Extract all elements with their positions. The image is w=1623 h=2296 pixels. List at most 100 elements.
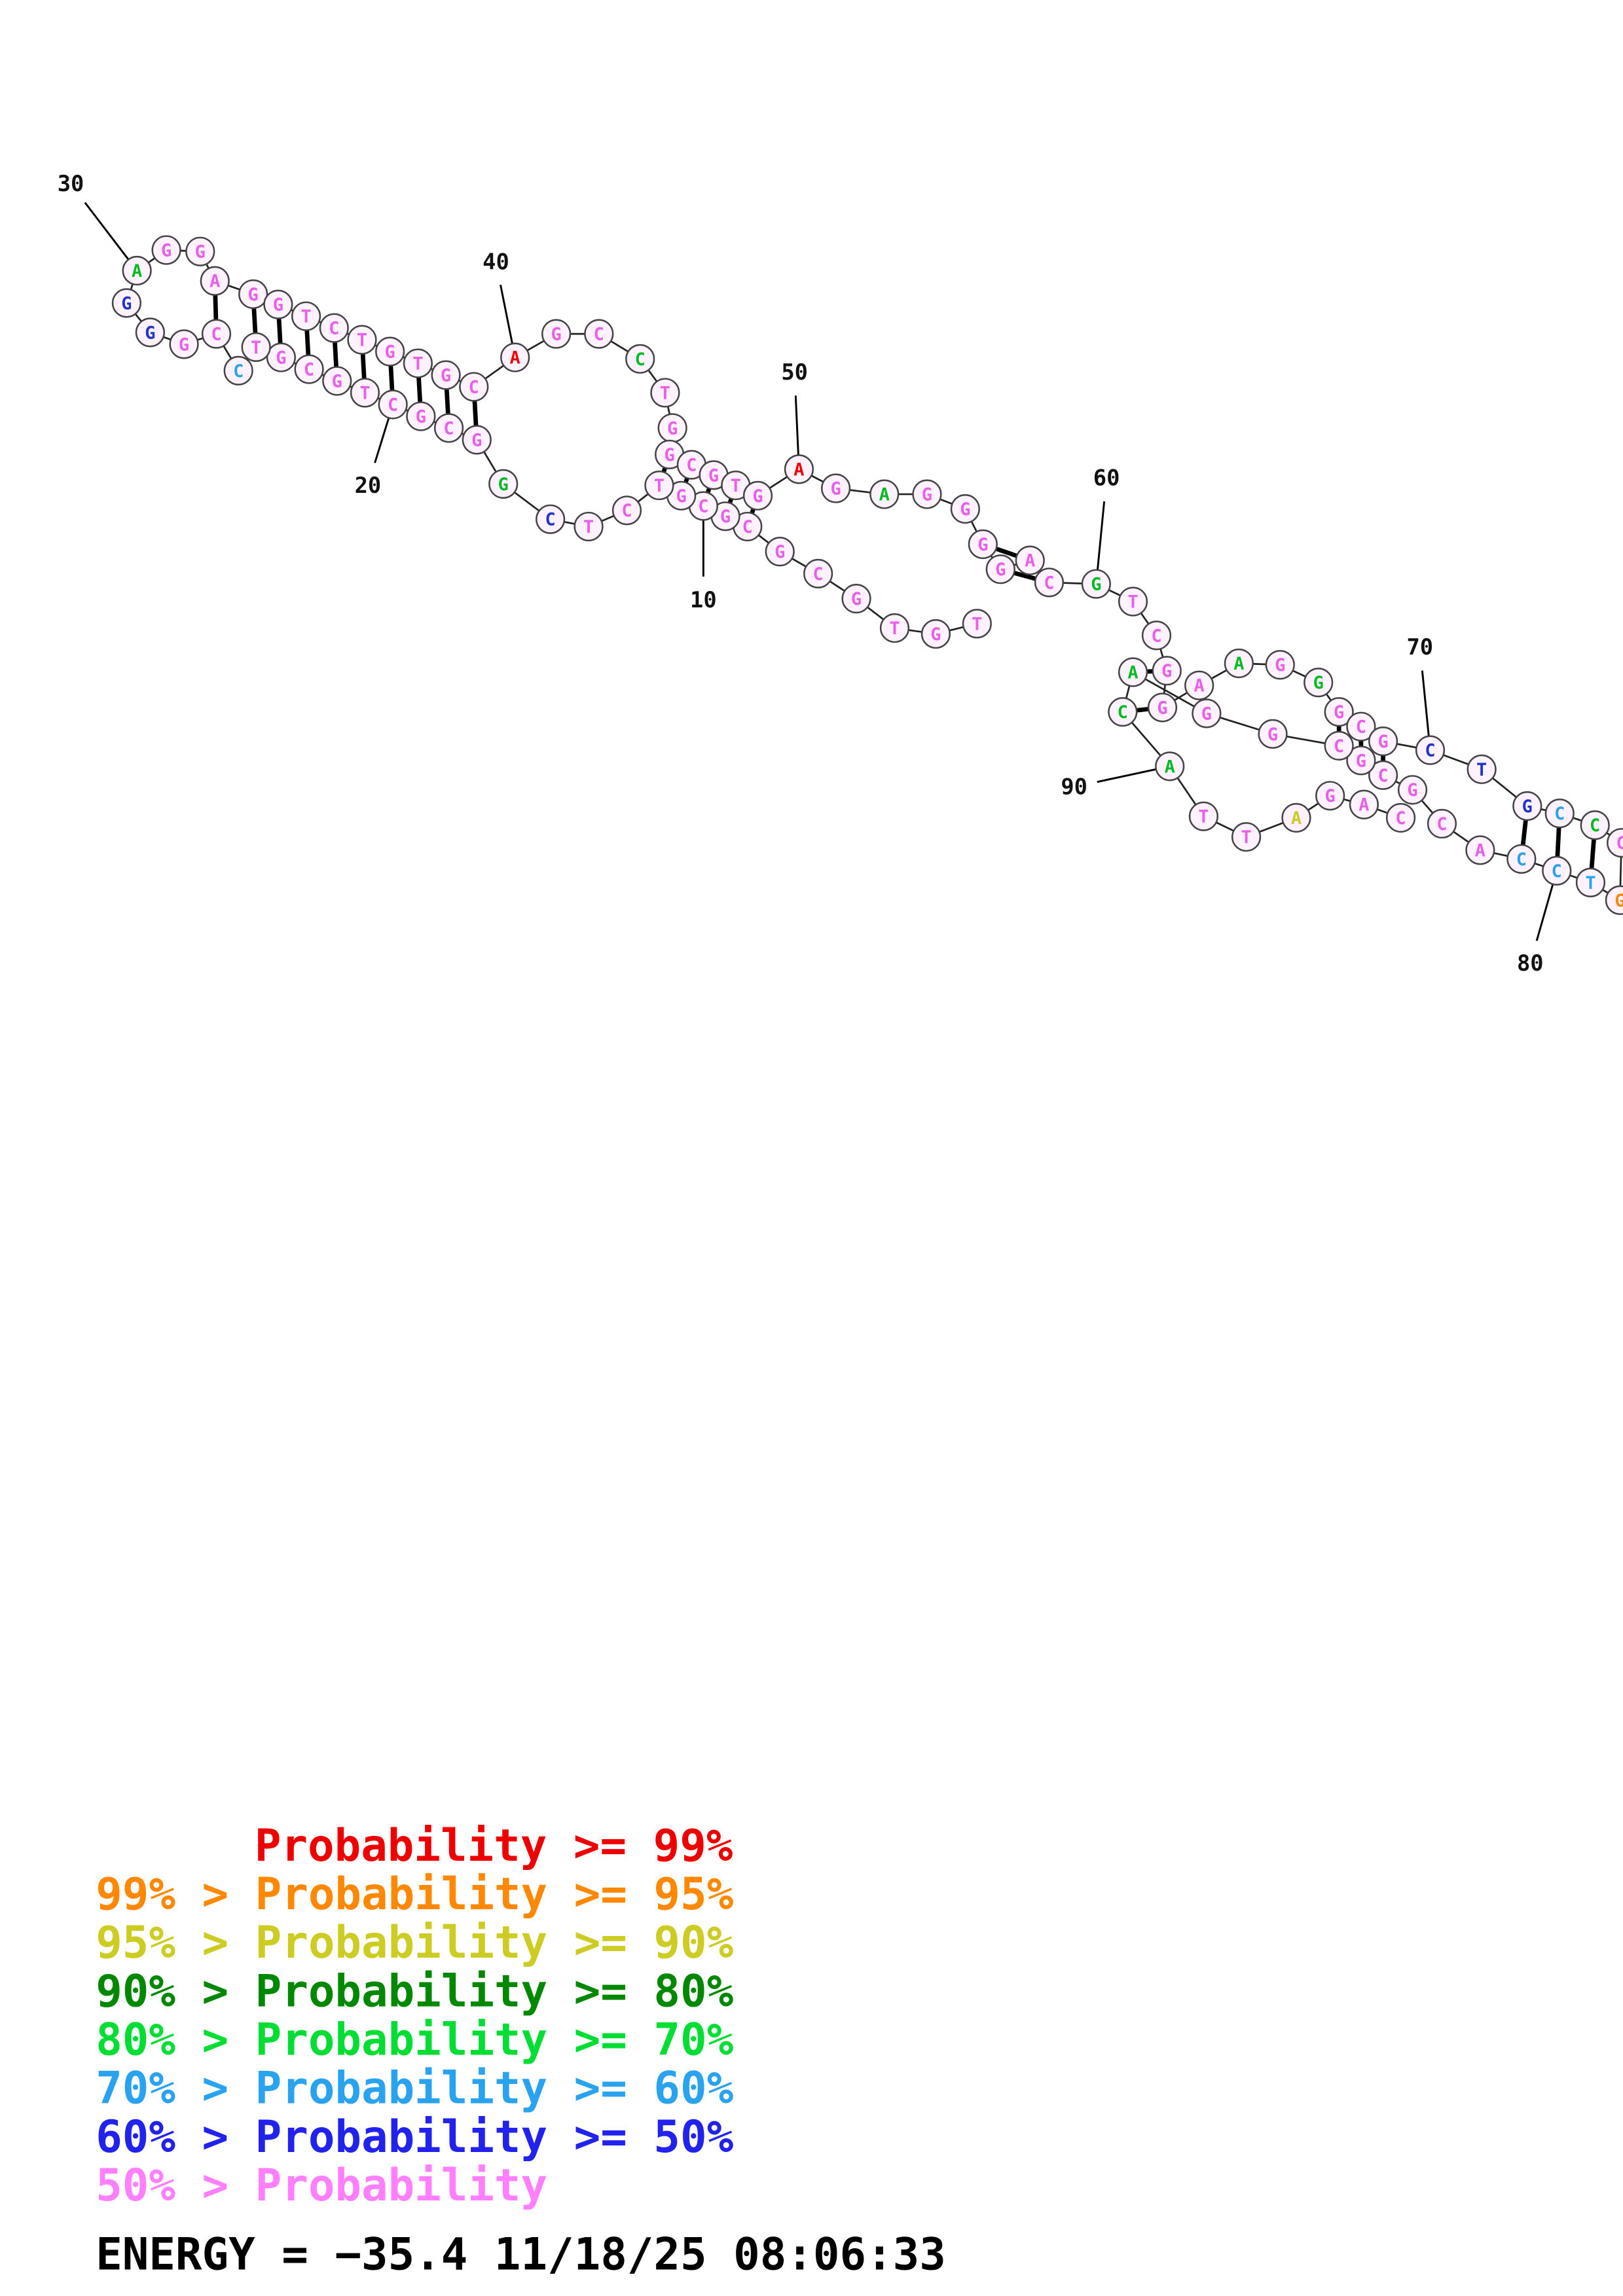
nucleotide-circle: [841, 584, 871, 614]
nucleotide-circle: [1224, 648, 1254, 679]
nucleotide-circle: [151, 235, 181, 265]
nucleotide-letter: A: [793, 459, 804, 480]
nucleotide-circle: [462, 425, 492, 455]
nucleotide-circle: [1427, 808, 1457, 839]
nucleotide-letter: T: [1127, 592, 1138, 613]
nucleotide-letter: G: [930, 624, 941, 645]
nucleotide-circle: [1015, 545, 1045, 575]
nucleotide-letter: G: [441, 365, 451, 386]
nucleotide-letter: T: [660, 383, 670, 403]
nucleotide-circle: [784, 454, 814, 484]
nucleotide-letter: C: [233, 361, 244, 382]
nucleotide-letter: C: [1590, 816, 1600, 836]
nucleotide-circle: [1188, 801, 1218, 831]
energy-line: ENERGY = −35.4 11/18/25 08:06:33: [96, 2229, 946, 2280]
nucleotide-circle: [403, 348, 433, 378]
nucleotide-letter: C: [594, 325, 604, 345]
nucleotide-letter: C: [545, 510, 555, 530]
nucleotide-circle: [169, 329, 199, 359]
nucleotide-circle: [350, 378, 380, 408]
nucleotide-letter: C: [469, 377, 479, 397]
nucleotide-letter: G: [1275, 655, 1285, 675]
nucleotide-circle: [322, 366, 352, 396]
nucleotide-circle: [985, 554, 1015, 584]
nucleotide-letter: G: [676, 486, 686, 507]
nucleotide-circle: [541, 319, 572, 349]
nucleotide-circle: [921, 619, 951, 649]
position-label: 40: [483, 249, 509, 274]
nucleotide-letter: G: [145, 323, 155, 343]
nucleotide-letter: T: [654, 476, 665, 496]
nucleotide-letter: C: [1334, 736, 1344, 757]
nucleotide-circle: [765, 537, 795, 567]
nucleotide-letter: T: [1198, 807, 1209, 827]
nucleotide-letter: A: [1233, 654, 1244, 674]
nucleotide-circle: [1324, 730, 1354, 761]
nucleotide-letter: T: [583, 517, 594, 537]
nucleotide-letter: A: [1359, 795, 1369, 816]
nucleotide-circle: [1258, 719, 1288, 749]
nucleotide-letter: A: [510, 348, 520, 368]
nucleotide-circle: [1349, 789, 1379, 819]
nucleotide-letter: A: [1291, 808, 1302, 829]
nucleotide-circle: [611, 495, 642, 526]
nucleotide-circle: [1346, 745, 1376, 776]
nucleotide-letter: C: [742, 517, 753, 537]
nucleotide-letter: A: [1194, 676, 1205, 696]
nucleotide-letter: T: [301, 307, 311, 327]
nucleotide-letter: T: [889, 619, 900, 639]
nucleotide-circle: [1542, 855, 1572, 886]
legend-row-80: 90% > Probability >= 80%: [96, 1965, 733, 2017]
nucleotide-circle: [574, 511, 604, 542]
nucleotide-letter: A: [1025, 551, 1035, 571]
nucleotide-letter: C: [1554, 804, 1565, 824]
nucleotide-letter: T: [1585, 873, 1596, 893]
nucleotide-letter: C: [1151, 626, 1161, 646]
nucleotide-circle: [1108, 697, 1138, 727]
nucleotide-letter: A: [879, 485, 890, 505]
nucleotide-letter: G: [1334, 702, 1344, 723]
nucleotide-circle: [375, 336, 405, 367]
nucleotide-circle: [1152, 656, 1182, 686]
nucleotide-letter: C: [1118, 702, 1128, 723]
nucleotide-letter: T: [412, 354, 423, 374]
nucleotide-circle: [1506, 844, 1537, 874]
nucleotide-letter: G: [667, 418, 678, 439]
nucleotide-letter: C: [621, 501, 632, 521]
nucleotide-circle: [1346, 711, 1376, 742]
nucleotide-circle: [1385, 802, 1416, 833]
nucleotide-letter: G: [276, 348, 286, 368]
nucleotide-circle: [1281, 802, 1311, 833]
nucleotide-circle: [223, 355, 253, 386]
nucleotide-letter: C: [1044, 573, 1054, 593]
nucleotide-circle: [820, 473, 851, 503]
nucleotide-letter: C: [686, 456, 697, 476]
nucleotide-circle: [1368, 760, 1398, 790]
legend-row-99: Probability >= 99%: [255, 1820, 733, 1871]
nucleotide-circle: [1081, 569, 1111, 599]
position-label: 60: [1093, 465, 1120, 491]
nucleotide-circle: [1231, 822, 1262, 852]
nucleotide-circle: [1544, 798, 1575, 829]
legend-row-90: 95% > Probability >= 90%: [96, 1916, 733, 1968]
nucleotide-circle: [185, 236, 215, 266]
nucleotide-circle: [1184, 670, 1214, 700]
nucleotide-letter: T: [731, 476, 741, 496]
nucleotide-letter: C: [1425, 741, 1435, 761]
nucleotide-letter: T: [1241, 827, 1251, 848]
nucleotide-circle: [536, 504, 566, 534]
nucleotide-circle: [433, 413, 464, 443]
nucleotide-letter: G: [1522, 797, 1533, 817]
nucleotide-letter: G: [161, 240, 172, 260]
legend-row-70: 80% > Probability >= 70%: [96, 2013, 733, 2065]
nucleotide-circle: [584, 319, 614, 349]
nucleotide-circle: [950, 493, 980, 524]
nucleotide-circle: [1512, 791, 1542, 821]
nucleotide-letter: G: [1407, 780, 1417, 800]
nucleotide-circle: [1304, 668, 1334, 698]
nucleotide-letter: G: [248, 285, 259, 305]
nucleotide-letter: C: [1616, 833, 1623, 853]
nucleotide-circle: [291, 301, 321, 331]
nucleotide-letter: A: [1165, 757, 1175, 777]
nucleotide-circle: [1265, 650, 1295, 680]
